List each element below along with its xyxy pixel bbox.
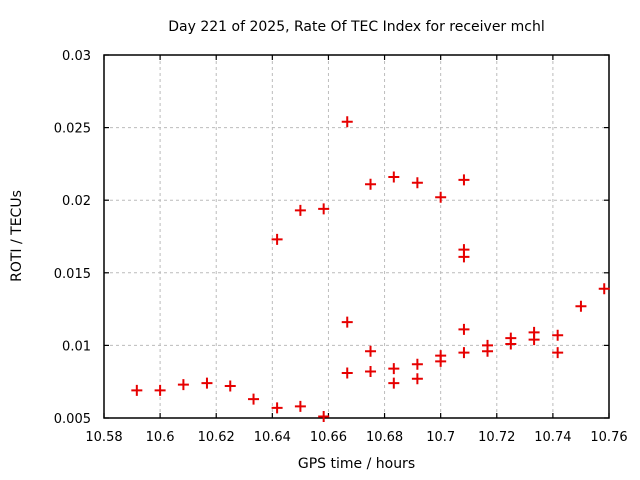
y-tick-label: 0.025 [54,122,91,137]
data-point-marker [365,345,377,357]
data-point-marker [341,367,353,379]
data-point-marker [482,345,494,357]
x-tick-label: 10.74 [534,430,571,445]
y-tick-label: 0.005 [54,412,91,427]
data-point-marker [411,177,423,189]
x-tick-label: 10.62 [198,430,235,445]
data-point-marker [294,400,306,412]
data-point-marker [458,323,470,335]
data-point-marker [552,347,564,359]
data-point-marker [224,380,236,392]
x-tick-label: 10.72 [478,430,515,445]
data-point-marker [505,338,517,350]
data-point-marker [318,203,330,215]
y-tick-label: 0.01 [62,339,91,354]
data-point-marker [458,174,470,186]
x-tick-label: 10.66 [310,430,347,445]
data-point-marker [365,178,377,190]
data-point-marker [341,116,353,128]
data-point-marker [318,411,330,423]
data-point-marker [294,204,306,216]
chart-title: Day 221 of 2025, Rate Of TEC Index for r… [168,19,545,35]
x-tick-label: 10.7 [426,430,455,445]
data-point-marker [411,358,423,370]
x-axis-label: GPS time / hours [297,456,416,472]
x-tick-label: 10.6 [146,430,175,445]
data-point-marker [271,233,283,245]
data-point-marker [435,355,447,367]
x-tick-label: 10.76 [590,430,627,445]
data-point-marker [131,384,143,396]
data-point-marker [341,316,353,328]
data-point-marker [154,384,166,396]
data-point-marker [575,300,587,312]
y-tick-label: 0.03 [62,49,91,64]
y-tick-label: 0.015 [54,267,91,282]
data-point-marker [365,366,377,378]
data-point-marker [271,402,283,414]
data-point-marker [458,347,470,359]
data-point-marker [388,377,400,389]
x-tick-label: 10.68 [366,430,403,445]
data-point-marker [411,373,423,385]
data-point-marker [177,379,189,391]
data-point-marker [201,377,213,389]
data-point-marker [458,251,470,263]
data-point-marker [598,283,610,295]
data-point-marker [248,393,260,405]
plot-border [103,54,610,419]
data-point-marker [388,171,400,183]
y-tick-label: 0.02 [62,194,91,209]
data-point-marker [388,363,400,375]
x-tick-label: 10.64 [254,430,291,445]
data-point-marker [552,329,564,341]
x-tick-label: 10.58 [85,430,122,445]
data-point-marker [528,334,540,346]
data-point-marker [435,191,447,203]
